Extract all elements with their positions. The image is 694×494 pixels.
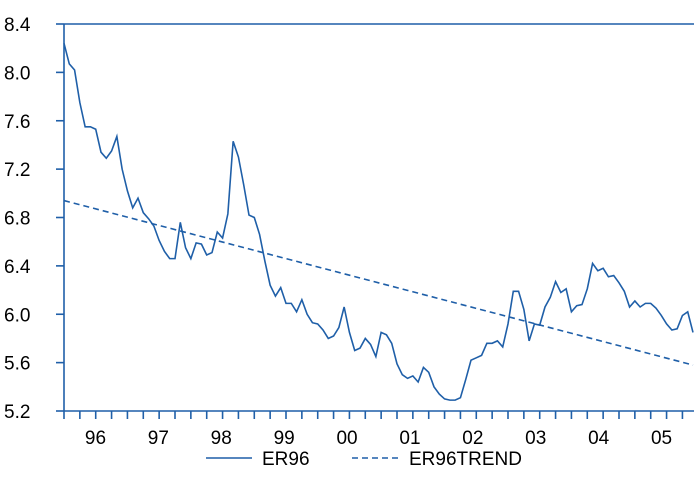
y-tick-label: 6.0 <box>4 305 30 326</box>
x-tick-label: 97 <box>148 428 169 449</box>
y-tick-label: 6.4 <box>4 257 31 278</box>
plot-frame <box>63 23 694 412</box>
series-line-er96trend <box>63 199 694 366</box>
x-tick-label: 99 <box>274 428 295 449</box>
y-tick-label: 5.2 <box>4 402 30 423</box>
y-tick-label: 7.6 <box>4 112 30 133</box>
series-line-er96 <box>63 43 694 401</box>
x-tick-label: 98 <box>211 428 232 449</box>
y-tick-label: 5.6 <box>4 354 30 375</box>
x-tick-label: 01 <box>399 428 420 449</box>
x-tick-label: 00 <box>336 428 357 449</box>
y-tick-label: 6.8 <box>4 209 30 230</box>
y-tick-label: 8.0 <box>4 63 30 84</box>
x-tick-label: 04 <box>588 428 610 449</box>
x-tick-label: 96 <box>85 428 106 449</box>
y-tick-label: 7.2 <box>4 160 30 181</box>
x-tick-label: 03 <box>525 428 546 449</box>
y-axis: 5.2 5.6 6.0 6.4 6.8 7.2 7.6 8.0 8.4 <box>4 15 64 423</box>
series-layer <box>63 43 694 401</box>
y-tick-label: 8.4 <box>4 15 31 36</box>
legend-label: ER96TREND <box>409 449 522 470</box>
x-axis: 96 97 98 99 00 01 02 03 04 05 <box>63 411 684 449</box>
x-tick-label: 05 <box>651 428 672 449</box>
legend: ER96 ER96TREND <box>206 449 522 470</box>
x-tick-label: 02 <box>462 428 483 449</box>
legend-label: ER96 <box>262 449 310 470</box>
